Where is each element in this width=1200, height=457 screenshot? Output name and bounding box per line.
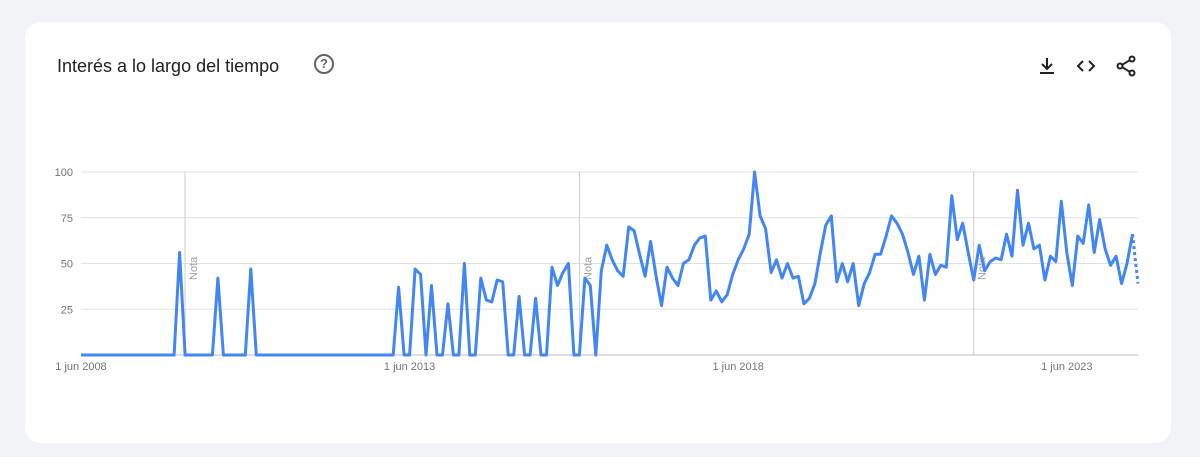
series-line <box>81 170 1134 357</box>
series-line-partial <box>1131 234 1140 284</box>
x-tick-label: 1 jun 2008 <box>55 361 106 373</box>
download-icon[interactable] <box>1035 54 1059 78</box>
y-tick-label: 75 <box>61 213 73 225</box>
share-icon[interactable] <box>1114 54 1138 78</box>
x-tick-label: 1 jun 2013 <box>384 361 435 373</box>
y-tick-label: 100 <box>55 167 73 179</box>
x-tick-label: 1 jun 2018 <box>713 361 764 373</box>
y-tick-label: 50 <box>61 259 73 271</box>
y-tick-label: 25 <box>61 304 73 316</box>
chart-title: Interés a lo largo del tiempo <box>57 56 280 76</box>
question-circle-icon[interactable]: ? <box>314 54 334 74</box>
chart-card: Interés a lo largo del tiempo ? <box>25 22 1171 443</box>
embed-code-icon[interactable] <box>1074 54 1098 78</box>
x-tick-label: 1 jun 2023 <box>1041 361 1092 373</box>
note-label: Nota <box>582 256 594 280</box>
note-label: Nota <box>188 256 200 280</box>
